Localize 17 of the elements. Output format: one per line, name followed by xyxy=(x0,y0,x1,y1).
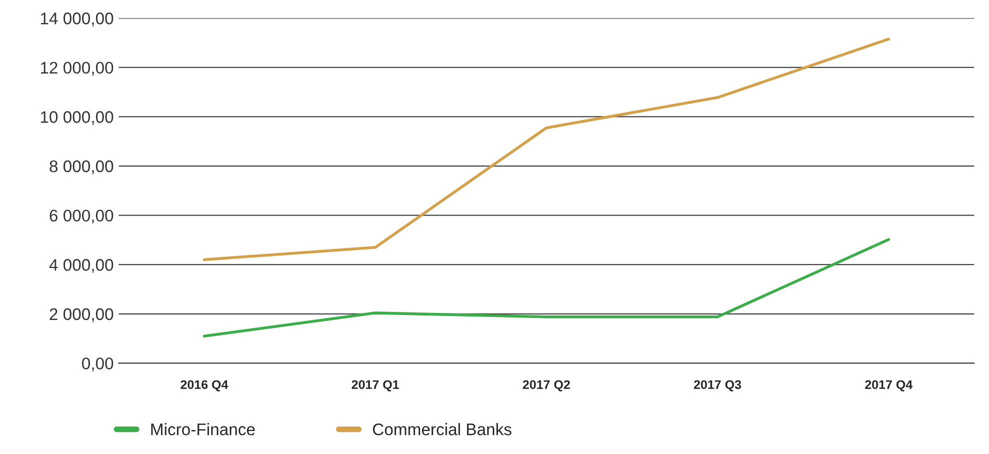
y-tick-label: 6 000,00 xyxy=(50,210,114,224)
x-tick-label: 2016 Q4 xyxy=(180,380,228,392)
y-tick-label: 10 000,00 xyxy=(40,111,114,125)
y-tick-label: 12 000,00 xyxy=(40,62,114,76)
y-tick-label: 8 000,00 xyxy=(50,160,114,174)
y-tick-label: 14 000,00 xyxy=(40,12,114,26)
legend-label: Micro-Finance xyxy=(151,423,255,436)
y-tick-label: 2 000,00 xyxy=(50,308,114,322)
y-tick-label: 4 000,00 xyxy=(49,259,114,273)
x-tick-label: 2017 Q1 xyxy=(352,380,399,392)
y-tick-label: 0,00 xyxy=(82,358,114,372)
legend-label: Commercial Banks xyxy=(372,423,512,436)
x-tick-label: 2017 Q2 xyxy=(522,380,570,392)
x-tick-label: 2017 Q4 xyxy=(865,380,913,392)
line-series xyxy=(202,238,890,338)
x-tick-label: 2017 Q3 xyxy=(694,380,742,392)
line-series xyxy=(202,38,890,262)
